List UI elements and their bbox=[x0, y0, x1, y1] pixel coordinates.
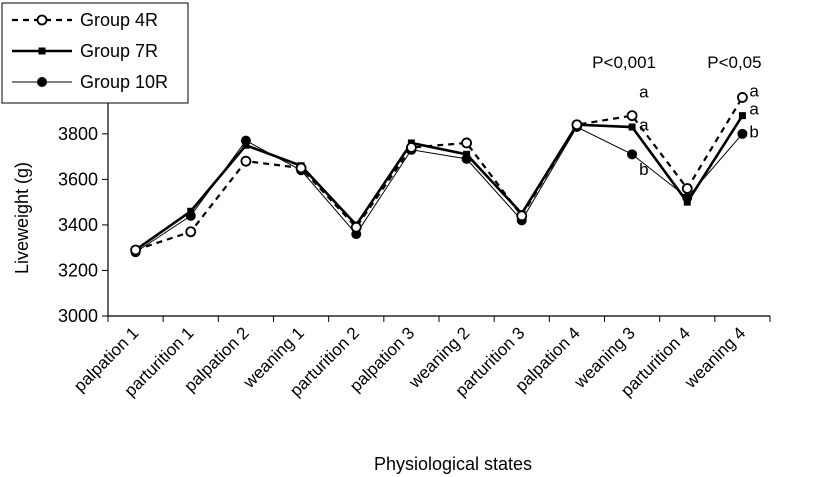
group-letter: a bbox=[749, 81, 759, 100]
group-letter: a bbox=[639, 115, 649, 134]
data-point bbox=[628, 123, 636, 131]
y-tick-label: 3200 bbox=[58, 260, 98, 280]
legend-label: Group 7R bbox=[80, 41, 158, 61]
data-point bbox=[461, 137, 472, 149]
group-letter: b bbox=[749, 122, 758, 141]
legend: Group 4R Group 7R Group 10R bbox=[1, 2, 189, 104]
significance-label: P<0,001 bbox=[592, 53, 656, 72]
group-letter: a bbox=[639, 82, 649, 101]
data-point bbox=[627, 149, 638, 160]
data-point bbox=[626, 110, 638, 122]
group-letter: b bbox=[639, 160, 648, 179]
data-point bbox=[738, 112, 746, 120]
y-tick-label: 3600 bbox=[58, 169, 98, 189]
y-axis-label: Liveweight (g) bbox=[12, 162, 32, 274]
data-point bbox=[463, 150, 471, 158]
legend-box bbox=[1, 2, 189, 104]
axes bbox=[107, 20, 770, 317]
data-point bbox=[350, 221, 362, 233]
y-tick-label: 3800 bbox=[58, 124, 98, 144]
significance-label: P<0,05 bbox=[707, 53, 761, 72]
legend-marker bbox=[36, 14, 48, 26]
series-layer bbox=[130, 92, 748, 258]
data-point bbox=[406, 142, 417, 153]
legend-marker bbox=[37, 77, 47, 87]
series-line-group-4r bbox=[135, 96, 744, 252]
data-point bbox=[737, 128, 748, 139]
legend-label: Group 10R bbox=[80, 72, 168, 92]
data-point bbox=[187, 207, 195, 215]
y-tick-label: 3400 bbox=[58, 215, 98, 235]
x-axis-label: Physiological states bbox=[374, 454, 532, 474]
legend-label: Group 4R bbox=[80, 10, 158, 30]
y-tick-label: 3000 bbox=[58, 306, 98, 326]
data-point bbox=[242, 141, 250, 149]
data-point bbox=[737, 92, 748, 103]
series-line-group-10r bbox=[135, 126, 743, 253]
data-point bbox=[571, 119, 583, 131]
data-point bbox=[683, 198, 691, 206]
data-point bbox=[185, 226, 197, 238]
legend-marker bbox=[38, 47, 46, 55]
series-line-group-7r bbox=[134, 114, 744, 252]
data-point bbox=[681, 183, 693, 194]
data-point bbox=[516, 210, 528, 222]
group-letter: a bbox=[749, 99, 759, 118]
data-point bbox=[295, 162, 307, 174]
data-point bbox=[130, 244, 141, 256]
data-point bbox=[240, 155, 252, 167]
